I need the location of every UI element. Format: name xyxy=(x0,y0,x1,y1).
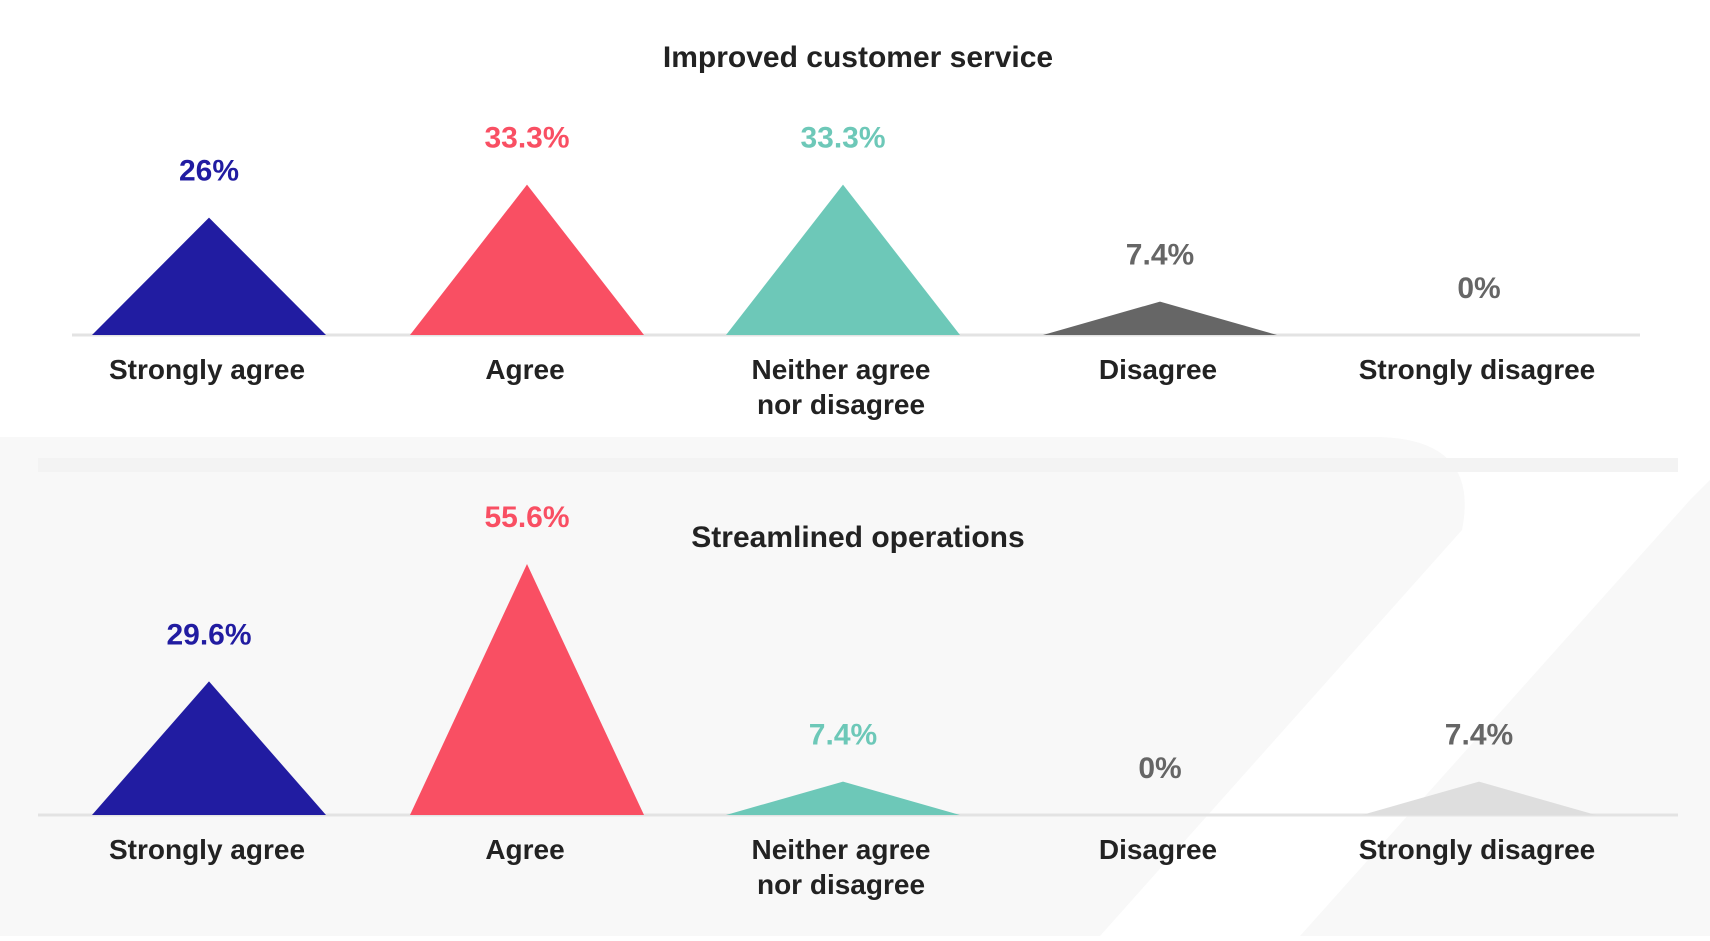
data-label: 33.3% xyxy=(800,122,885,155)
data-label: 29.6% xyxy=(166,618,251,651)
category-label: Strongly disagree xyxy=(1359,834,1596,865)
category-label: Agree xyxy=(485,354,564,385)
data-labels: 26% 33.3% 33.3% 7.4% 0% xyxy=(179,122,1501,305)
chart-title: Streamlined operations xyxy=(691,521,1024,554)
divider-band xyxy=(38,458,1678,472)
data-label: 7.4% xyxy=(1445,719,1513,752)
chart-marks xyxy=(92,564,1596,815)
triangle-mark xyxy=(92,681,326,815)
triangle-mark xyxy=(726,184,960,335)
category-label: Disagree xyxy=(1099,834,1217,865)
data-label: 33.3% xyxy=(484,122,569,155)
triangle-mark xyxy=(1043,301,1277,335)
category-label: Neither agree xyxy=(752,834,931,865)
category-label: Disagree xyxy=(1099,354,1217,385)
data-label: 7.4% xyxy=(1126,239,1194,272)
data-label: 26% xyxy=(179,155,239,188)
triangle-mark xyxy=(726,781,960,815)
category-label: nor disagree xyxy=(757,389,925,420)
chart-marks xyxy=(92,184,1277,335)
chart-panel-customer-service: Improved customer service 26% 33.3% 33.3% 7… xyxy=(72,41,1640,420)
data-labels: 29.6% 55.6% 7.4% 0% 7.4% xyxy=(166,501,1513,785)
data-label: 0% xyxy=(1457,272,1500,305)
background-stripe xyxy=(1300,480,1710,936)
category-labels: Strongly agree Agree Neither agree nor disa… xyxy=(109,834,1595,900)
category-label: Strongly agree xyxy=(109,354,305,385)
category-label: Strongly disagree xyxy=(1359,354,1596,385)
category-label: Neither agree xyxy=(752,354,931,385)
category-label: Strongly agree xyxy=(109,834,305,865)
category-label: nor disagree xyxy=(757,869,925,900)
category-label: Agree xyxy=(485,834,564,865)
chart-panel-streamlined-operations: Streamlined operations 29.6% 55.6% 7.4% 0% 7… xyxy=(38,501,1678,900)
background-shape xyxy=(0,437,1465,936)
triangle-mark xyxy=(1362,781,1596,815)
data-label: 0% xyxy=(1138,752,1181,785)
data-label: 7.4% xyxy=(809,719,877,752)
triangle-mark xyxy=(410,184,644,335)
data-label: 55.6% xyxy=(484,501,569,534)
category-labels: Strongly agree Agree Neither agree nor disa… xyxy=(109,354,1595,420)
triangle-mark xyxy=(92,217,326,335)
chart-title: Improved customer service xyxy=(663,41,1053,74)
triangle-mark xyxy=(410,564,644,815)
